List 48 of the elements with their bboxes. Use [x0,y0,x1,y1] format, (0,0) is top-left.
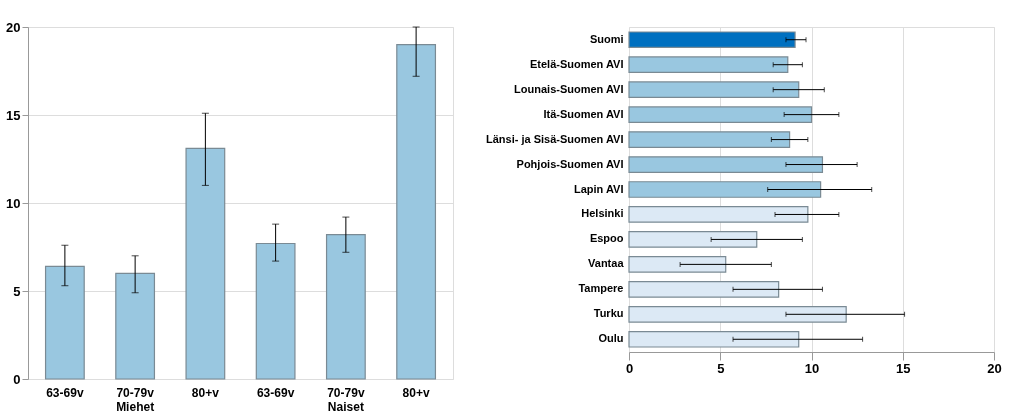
x-tick-label: 5 [717,360,725,376]
x-tick-label: 15 [896,360,911,376]
bar [628,305,847,323]
y-tick-label: Pohjois-Suomen AVI [516,157,624,170]
y-tick-label: Oulu [598,332,624,345]
bar [628,231,758,248]
y-tick-label: 10 [6,195,21,211]
y-tick-label: Etelä-Suomen AVI [529,57,624,70]
bar [628,56,789,74]
x-tick-label: 80+v [402,385,430,400]
x-tick-label: 70-79v Naiset [327,385,365,414]
x-tick-label: 70-79v Miehet [116,385,155,414]
y-tick-label: 15 [6,107,21,123]
bar [255,242,296,380]
x-tick-label: 63-69v [46,385,84,400]
bar [628,256,727,273]
bar [628,81,800,98]
bar [325,234,366,380]
y-tick-label: Suomi [589,32,624,45]
x-tick-label: 20 [987,360,1002,376]
y-tick-label: Vantaa [588,257,625,270]
bar [628,131,791,148]
bar [628,106,813,123]
y-tick-label: Lapin AVI [574,182,624,195]
x-tick-label: 0 [625,360,634,376]
bar [628,206,809,223]
y-tick-label: Itä-Suomen AVI [543,107,624,120]
y-tick-label: Helsinki [581,207,624,220]
bar [628,281,780,298]
bar [44,265,85,380]
bar [628,156,824,173]
y-tick-label: Lounais-Suomen AVI [514,82,624,95]
x-tick-label: 80+v [191,385,220,400]
y-tick-label: Länsi- ja Sisä-Suomen AVI [485,132,624,145]
bar [628,181,822,198]
bar [185,147,226,380]
bar [628,330,800,348]
x-tick-label: 63-69v [256,385,295,400]
bar [115,272,156,380]
y-tick-label: 5 [13,283,21,299]
y-tick-label: Espoo [589,232,624,245]
y-tick-label: Tampere [578,282,624,295]
y-tick-label: 0 [13,371,21,387]
bar [396,44,437,380]
y-tick-label: 20 [6,19,21,35]
bar [628,31,796,49]
y-tick-label: Turku [593,307,624,320]
x-tick-label: 10 [804,360,820,376]
